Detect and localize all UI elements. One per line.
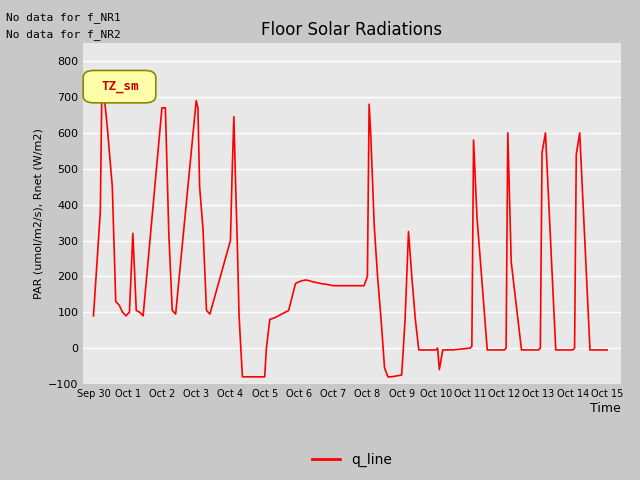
FancyBboxPatch shape (83, 71, 156, 103)
Legend: q_line: q_line (307, 447, 397, 472)
X-axis label: Time: Time (590, 402, 621, 415)
Title: Floor Solar Radiations: Floor Solar Radiations (261, 21, 443, 39)
Y-axis label: PAR (umol/m2/s), Rnet (W/m2): PAR (umol/m2/s), Rnet (W/m2) (34, 128, 44, 299)
Text: No data for f_NR1: No data for f_NR1 (6, 12, 121, 23)
Text: TZ_sm: TZ_sm (101, 80, 138, 93)
Text: No data for f_NR2: No data for f_NR2 (6, 29, 121, 40)
